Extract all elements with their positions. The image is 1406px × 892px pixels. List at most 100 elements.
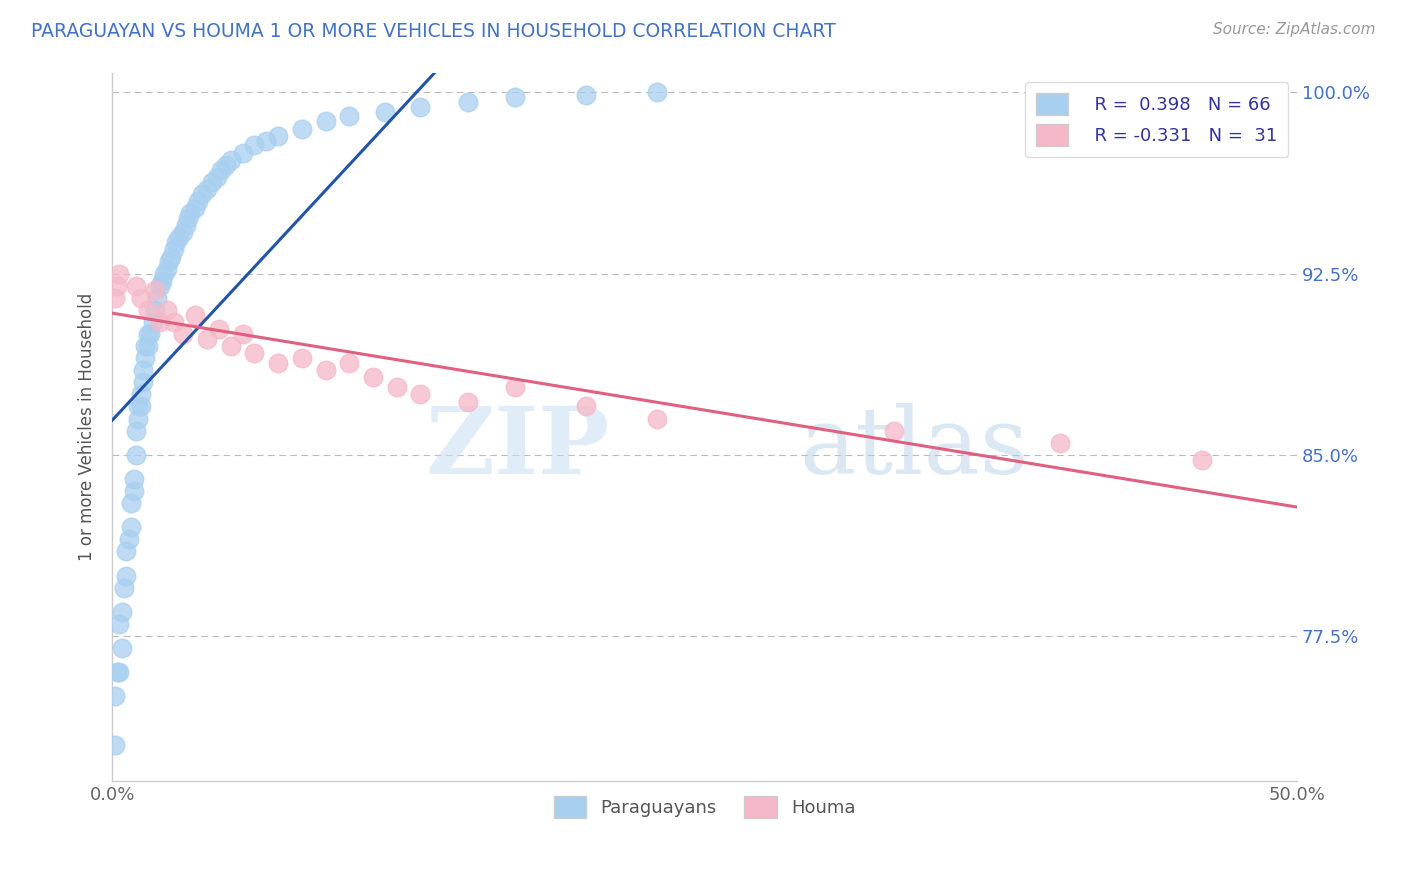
Point (315, 363, 337, 377)
Point (105, 278, 128, 293)
Point (111, 641, 134, 656)
Point (337, 356, 360, 370)
Point (172, 226, 194, 240)
Point (179, 206, 201, 220)
Point (374, 104, 396, 119)
Point (122, 483, 145, 498)
Point (163, 243, 186, 257)
Point (111, 605, 134, 619)
Point (645, 85, 668, 99)
Point (267, 356, 290, 370)
Point (156, 261, 179, 276)
Point (254, 134, 277, 148)
Text: ZIP: ZIP (426, 403, 610, 493)
Point (177, 211, 200, 225)
Point (115, 568, 138, 582)
Point (291, 351, 314, 365)
Point (191, 186, 214, 201)
Point (143, 284, 166, 298)
Point (122, 472, 145, 486)
Point (146, 291, 169, 305)
Point (125, 448, 148, 462)
Point (243, 346, 266, 360)
Point (219, 153, 242, 167)
Point (645, 411, 668, 425)
Point (136, 339, 159, 353)
Point (503, 90, 526, 104)
Point (208, 322, 231, 336)
Legend: Paraguayans, Houma: Paraguayans, Houma (547, 789, 863, 825)
Point (174, 218, 197, 232)
Point (118, 533, 141, 547)
Point (120, 496, 142, 510)
Point (209, 162, 232, 177)
Point (219, 339, 242, 353)
Point (195, 332, 218, 346)
Point (143, 302, 166, 317)
Y-axis label: 1 or more Vehicles in Household: 1 or more Vehicles in Household (79, 293, 96, 561)
Point (129, 400, 152, 414)
Point (104, 690, 127, 704)
Point (157, 254, 180, 268)
Point (104, 291, 127, 305)
Point (160, 250, 183, 264)
Point (129, 387, 152, 401)
Point (232, 145, 254, 160)
Point (184, 202, 207, 216)
Point (156, 302, 179, 317)
Point (149, 315, 172, 329)
Point (201, 175, 224, 189)
Point (243, 138, 266, 153)
Point (141, 315, 163, 329)
Point (104, 738, 127, 752)
Point (361, 370, 384, 384)
Point (1049, 435, 1071, 450)
Point (163, 315, 186, 329)
Point (195, 182, 218, 196)
Text: Source: ZipAtlas.com: Source: ZipAtlas.com (1212, 22, 1375, 37)
Point (575, 87, 598, 102)
Point (291, 121, 314, 136)
Point (1191, 452, 1213, 467)
Point (315, 114, 337, 128)
Point (139, 326, 162, 341)
Point (165, 235, 187, 249)
Point (134, 351, 156, 365)
Point (385, 380, 408, 394)
Text: PARAGUAYAN VS HOUMA 1 OR MORE VEHICLES IN HOUSEHOLD CORRELATION CHART: PARAGUAYAN VS HOUMA 1 OR MORE VEHICLES I… (31, 22, 835, 41)
Point (167, 230, 190, 244)
Point (120, 520, 142, 534)
Point (267, 128, 290, 143)
Point (136, 302, 159, 317)
Point (105, 665, 128, 680)
Point (153, 267, 176, 281)
Point (115, 544, 138, 558)
Text: atlas: atlas (800, 403, 1029, 493)
Point (108, 267, 131, 281)
Point (457, 394, 479, 409)
Point (457, 95, 479, 109)
Point (215, 158, 238, 172)
Point (134, 339, 156, 353)
Point (409, 100, 432, 114)
Point (205, 169, 228, 184)
Point (883, 424, 905, 438)
Point (127, 400, 149, 414)
Point (112, 581, 135, 595)
Point (132, 363, 155, 377)
Point (503, 380, 526, 394)
Point (187, 194, 209, 208)
Point (150, 274, 173, 288)
Point (184, 308, 207, 322)
Point (409, 387, 432, 401)
Point (127, 411, 149, 425)
Point (575, 400, 598, 414)
Point (108, 616, 131, 631)
Point (149, 278, 172, 293)
Point (108, 665, 131, 680)
Point (232, 326, 254, 341)
Point (132, 376, 155, 390)
Point (129, 291, 152, 305)
Point (125, 278, 148, 293)
Point (172, 326, 194, 341)
